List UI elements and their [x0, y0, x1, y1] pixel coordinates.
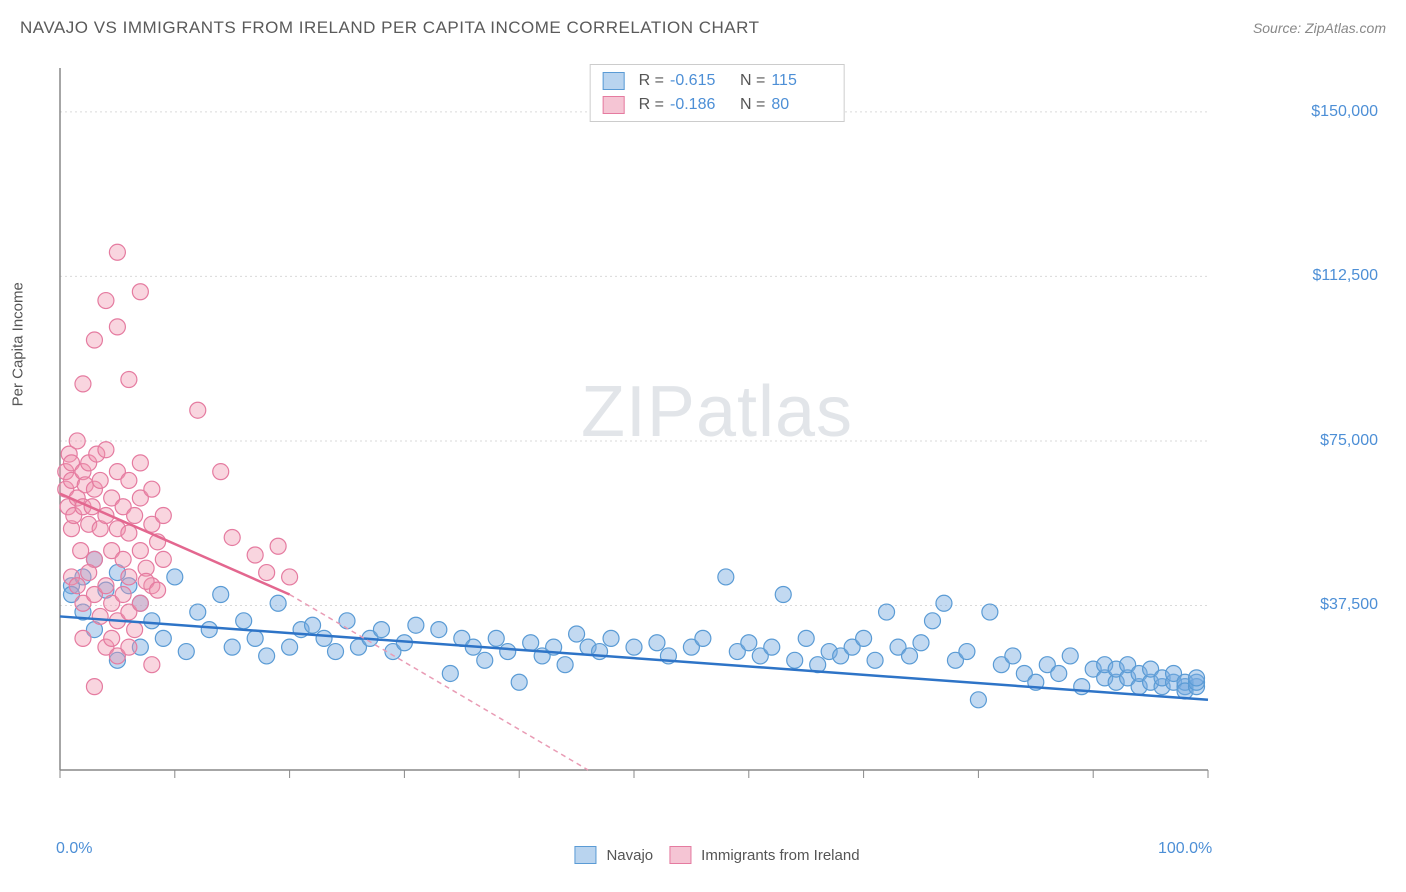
y-tick-label: $75,000 [1320, 432, 1378, 450]
legend-stats: R = -0.615 N = 115 R = -0.186 N = 80 [590, 64, 845, 122]
series-0-name: Navajo [606, 847, 653, 864]
n-value-0: 115 [771, 69, 831, 93]
y-tick-label: $150,000 [1311, 103, 1378, 121]
legend-series: Navajo Immigrants from Ireland [574, 846, 859, 864]
scatter-plot [48, 58, 1338, 818]
chart-area: Per Capita Income ZIPatlas R = -0.615 N … [48, 58, 1386, 862]
swatch-series-0 [603, 72, 625, 90]
r-value-0: -0.615 [670, 69, 730, 93]
y-tick-label: $112,500 [1312, 267, 1378, 285]
y-tick-label: $37,500 [1320, 596, 1378, 614]
series-1-name: Immigrants from Ireland [701, 847, 859, 864]
x-tick-label: 0.0% [56, 840, 92, 858]
swatch-series-1 [603, 96, 625, 114]
x-tick-label: 100.0% [1158, 840, 1212, 858]
chart-title: NAVAJO VS IMMIGRANTS FROM IRELAND PER CA… [20, 18, 759, 38]
swatch-bottom-1 [669, 846, 691, 864]
swatch-bottom-0 [574, 846, 596, 864]
y-axis-label: Per Capita Income [10, 282, 27, 406]
n-value-1: 80 [771, 93, 831, 117]
source-label: Source: ZipAtlas.com [1253, 20, 1386, 36]
r-value-1: -0.186 [670, 93, 730, 117]
